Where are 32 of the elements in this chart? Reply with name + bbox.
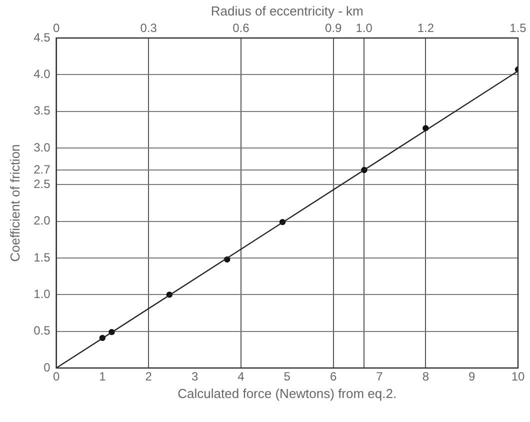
- x-tick-label: 4: [238, 370, 245, 384]
- x-tick-label: 9: [468, 370, 476, 384]
- x-tick-label: 7: [376, 370, 384, 384]
- y-tick-label: 4.5: [34, 30, 51, 44]
- y-tick-label: 1.0: [34, 286, 51, 301]
- y-axis-title: Coefficient of friction: [7, 144, 22, 262]
- x2-tick-label: 0.9: [324, 21, 342, 36]
- x-tick-label: 3: [191, 370, 198, 384]
- x2-tick-label: 0: [52, 21, 60, 36]
- y-tick-label: 2.5: [34, 176, 51, 191]
- y-tick-label: 3.0: [34, 140, 51, 154]
- y-tick-label: 4.0: [34, 66, 51, 81]
- y-tick-label: 3.5: [34, 104, 51, 118]
- x-axis-title: Calculated force (Newtons) from eq.2.: [178, 386, 397, 401]
- y-tick-label: 1.5: [34, 250, 51, 264]
- y-tick-label: 0.5: [34, 324, 51, 338]
- x-tick-label: 5: [284, 370, 291, 384]
- x2-tick-label: 0.3: [140, 21, 158, 36]
- y-tick-label: 0: [44, 360, 51, 374]
- x-tick-label: 1: [99, 370, 106, 384]
- x-tick-label: 2: [145, 370, 152, 384]
- x2-tick-label: 1.0: [356, 21, 373, 36]
- x2-tick-label: 1.2: [417, 21, 434, 36]
- x2-tick-label: 1.5: [510, 21, 527, 36]
- x2-tick-label: 0.6: [232, 21, 250, 36]
- x-tick-label: 10: [511, 370, 525, 384]
- y-tick-label: 2.7: [34, 162, 51, 176]
- x-tick-label: 8: [422, 370, 430, 384]
- x2-axis-title: Radius of eccentricity - km: [210, 3, 364, 18]
- x-tick-label: 6: [330, 370, 337, 384]
- x-tick-label: 0: [52, 370, 60, 384]
- y-tick-label: 2.0: [34, 214, 51, 228]
